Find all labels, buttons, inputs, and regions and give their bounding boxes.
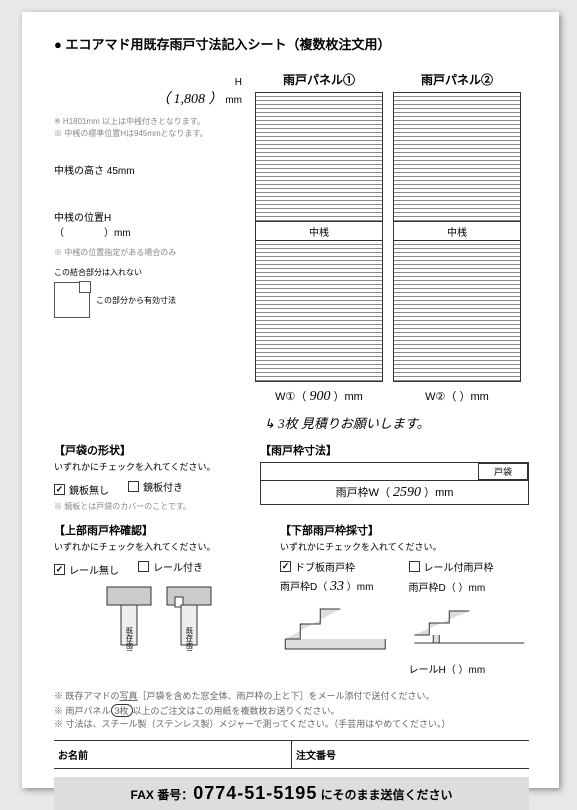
waku-diagram: 戸袋 雨戸枠W（ 2590 ）mm [260, 462, 529, 505]
upper-heading: 【上部雨戸枠確認】 [54, 522, 264, 538]
waku-heading: 【雨戸枠寸法】 [260, 442, 529, 458]
lower-d2-unit: ）mm [459, 583, 486, 594]
lower-opt2[interactable]: レール付雨戸枠 [409, 559, 494, 574]
checkbox-icon: ✓ [54, 484, 65, 495]
lower-sub: いずれかにチェックを入れてください。 [280, 540, 529, 553]
panel1-w-label: W①（ [275, 391, 306, 403]
panel1-w-value: 900 [309, 389, 330, 404]
corner-note-b: この部分から有効寸法 [96, 295, 176, 306]
lower-d1-value: 33 [330, 579, 344, 594]
page-title: エコアマド用既存雨戸寸法記入シート（複数枚注文用） [54, 34, 529, 53]
lower-opt1[interactable]: ✓ ドブ板雨戸枠 [280, 559, 355, 574]
rail-diagram-icon [409, 600, 530, 654]
lower-opt2-label: レール付雨戸枠 [424, 559, 494, 574]
corner-diagram-icon [54, 282, 90, 318]
panel2-w-unit: ）mm [459, 391, 488, 403]
panel1-w-unit: ）mm [334, 391, 363, 403]
rail-none-icon: 既存雨戸 [105, 585, 153, 651]
rail-with-icon: 既存雨戸 [165, 585, 213, 651]
name-field[interactable]: お名前 [54, 741, 292, 768]
tobukuro-sub: いずれかにチェックを入れてください。 [54, 460, 244, 473]
waku-w-value: 2590 [393, 485, 421, 500]
tobukuro-note: ※ 鏡板とは戸袋のカバーのことです。 [54, 501, 244, 512]
svg-text:既存雨戸: 既存雨戸 [126, 627, 134, 651]
tobukuro-opt2-label: 鏡板付き [143, 479, 183, 494]
handwritten-note: ↳ 3枚 見積りお願いします。 [264, 413, 529, 432]
lower-heading: 【下部雨戸枠採寸】 [280, 522, 529, 538]
h-unit: mm [225, 95, 242, 106]
waku-w-unit: ）mm [424, 487, 453, 499]
dobu-diagram-icon [280, 599, 401, 653]
panel1-nakagashi: 中桟 [256, 221, 382, 241]
checkbox-icon [138, 561, 149, 572]
tobukuro-heading: 【戸袋の形状】 [54, 442, 244, 458]
h-note-1: ※ H1801mm 以上は中桟付きとなります。 [54, 116, 250, 128]
checkbox-icon: ✓ [280, 561, 291, 572]
checkbox-icon: ✓ [54, 564, 65, 575]
nakagashi-pos-label: 中桟の位置H [54, 209, 250, 224]
tobukuro-opt1[interactable]: ✓ 鏡板無し [54, 482, 109, 497]
panel2-head: 雨戸パネル② [388, 71, 526, 88]
h-value: （ 1,808 ） [156, 92, 223, 107]
panel1-diagram: 中桟 [255, 92, 383, 382]
lower-d2-label: 雨戸枠D（ [409, 583, 456, 594]
svg-text:既存雨戸: 既存雨戸 [186, 627, 194, 651]
upper-opt2-label: レール付き [153, 559, 203, 574]
upper-opt1-label: レール無し [69, 562, 119, 577]
upper-sub: いずれかにチェックを入れてください。 [54, 540, 264, 553]
nakagashi-pos-note: ※ 中桟の位置指定がある場合のみ [54, 247, 250, 259]
corner-note-a: この結合部分は入れない [54, 267, 250, 278]
order-number-field[interactable]: 注文番号 [292, 741, 529, 768]
tobukuro-opt1-label: 鏡板無し [69, 482, 109, 497]
h-label: H [235, 77, 242, 88]
lower-rh-label: レールH（ [409, 665, 456, 676]
tobukuro-opt2[interactable]: 鏡板付き [128, 479, 183, 494]
nakagashi-pos-paren: （ ）mm [54, 224, 250, 239]
panel2-nakagashi: 中桟 [394, 221, 520, 241]
fax-number: 0774-51-5195 [193, 783, 317, 803]
h-note-2: ※ 中桟の標準位置Hは945mmとなります。 [54, 128, 250, 140]
footer-notes: ※ 既存アマドの写真［戸袋を含めた窓全体、雨戸枠の上と下］をメール添付で送付くだ… [54, 690, 529, 732]
panel1-head: 雨戸パネル① [250, 71, 388, 88]
upper-opt2[interactable]: レール付き [138, 559, 203, 574]
upper-opt1[interactable]: ✓ レール無し [54, 562, 119, 577]
nakagashi-height-label: 中桟の高さ 45mm [54, 162, 250, 177]
lower-rh-unit: ）mm [459, 665, 486, 676]
waku-w-label: 雨戸枠W（ [336, 487, 390, 499]
lower-d1-unit: ）mm [347, 582, 374, 593]
lower-d1-label: 雨戸枠D（ [280, 582, 327, 593]
checkbox-icon [409, 561, 420, 572]
checkbox-icon [128, 481, 139, 492]
fax-banner: FAX 番号：0774-51-5195 にそのまま送信ください [54, 777, 529, 810]
panel2-diagram: 中桟 [393, 92, 521, 382]
panel2-w-label: W②（ [425, 391, 456, 403]
lower-opt1-label: ドブ板雨戸枠 [295, 559, 355, 574]
waku-tobukuro-label: 戸袋 [478, 463, 528, 480]
